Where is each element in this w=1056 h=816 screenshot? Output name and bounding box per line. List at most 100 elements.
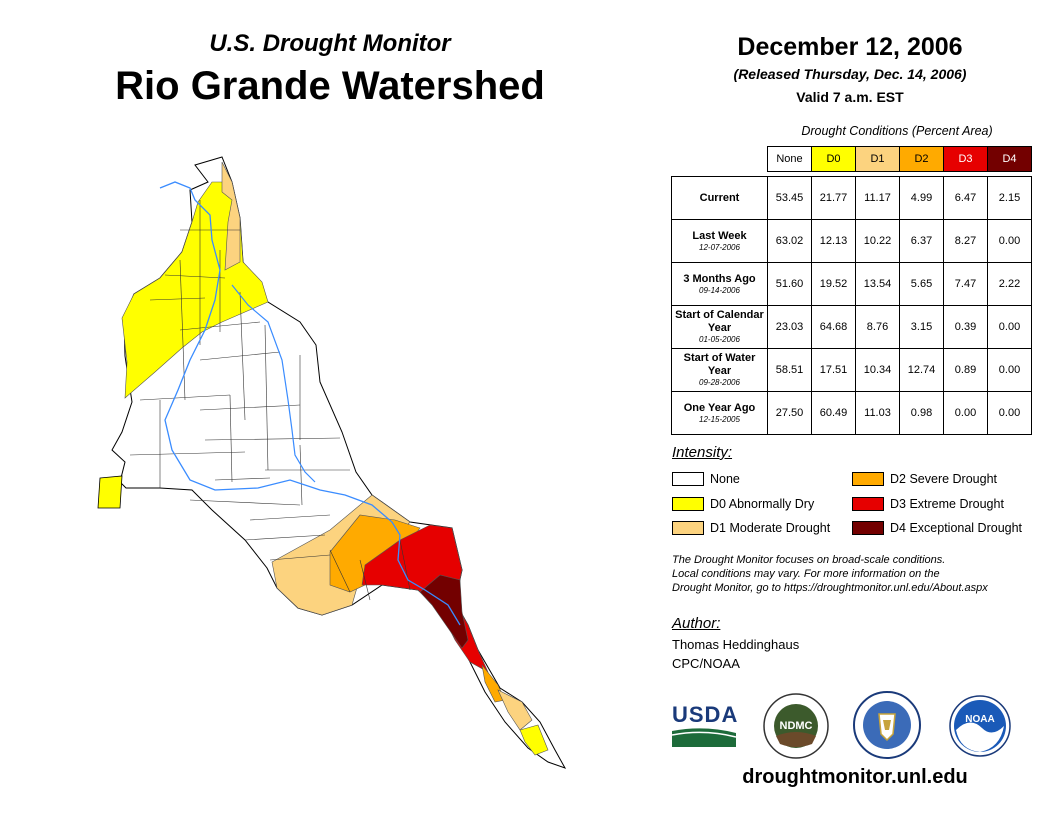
column-header-d0: D0 — [811, 146, 856, 172]
map-subtitle: U.S. Drought Monitor — [209, 30, 451, 57]
table-row: Last Week 12-07-2006 63.02 12.13 10.22 6.… — [671, 219, 1032, 263]
table-row: Current 53.45 21.77 11.17 4.99 6.47 2.15 — [671, 176, 1032, 220]
column-header-d4: D4 — [987, 146, 1032, 172]
table-cell: 2.22 — [987, 262, 1032, 306]
legend-item-d0: D0 Abnormally Dry — [672, 496, 814, 512]
region-d1-tail — [497, 689, 533, 731]
row-label: One Year Ago 12-15-2005 — [671, 391, 768, 435]
row-label-text: 3 Months Ago — [683, 272, 756, 285]
legend: None D0 Abnormally Dry D1 Moderate Droug… — [672, 471, 1042, 541]
footer-url[interactable]: droughtmonitor.unl.edu — [742, 766, 968, 788]
table-caption: Drought Conditions (Percent Area) — [801, 124, 993, 138]
author-title: Author: — [672, 615, 721, 632]
legend-item-d3: D3 Extreme Drought — [852, 496, 1004, 512]
table-cell: 10.22 — [855, 219, 900, 263]
usda-logo-text: USDA — [672, 702, 739, 727]
legend-item-d4: D4 Exceptional Drought — [852, 520, 1022, 536]
table-cell: 23.03 — [767, 305, 812, 349]
ndmc-logo-text: NDMC — [780, 720, 813, 732]
table-cell: 0.00 — [943, 391, 988, 435]
note-line: Local conditions may vary. For more info… — [672, 568, 940, 580]
column-header-none: None — [767, 146, 812, 172]
note-line: The Drought Monitor focuses on broad-sca… — [672, 554, 946, 566]
usda-logo-mark — [671, 728, 737, 747]
table-cell: 7.47 — [943, 262, 988, 306]
legend-swatch — [852, 497, 884, 511]
row-date: 12-07-2006 — [699, 242, 740, 252]
legend-swatch — [852, 472, 884, 486]
table-cell: 5.65 — [899, 262, 944, 306]
table-cell: 0.00 — [987, 219, 1032, 263]
region-d4 — [419, 574, 469, 649]
legend-label: D2 Severe Drought — [890, 472, 998, 486]
table-cell: 3.15 — [899, 305, 944, 349]
legend-swatch — [852, 521, 884, 535]
row-label-text: Last Week — [692, 229, 747, 242]
legend-item-d2: D2 Severe Drought — [852, 471, 997, 487]
legend-item-d1: D1 Moderate Drought — [672, 520, 830, 536]
table-cell: 0.00 — [987, 348, 1032, 392]
row-label-text: One Year Ago — [683, 401, 756, 414]
table-row: One Year Ago 12-15-2005 27.50 60.49 11.03… — [671, 391, 1032, 435]
noaa-logo: NOAA — [949, 695, 1011, 757]
row-date: 09-28-2006 — [699, 378, 740, 387]
table-cell: 0.00 — [987, 391, 1032, 435]
legend-label: D1 Moderate Drought — [710, 521, 831, 535]
drought-conditions-table: None D0 D1 D2 D3 D4 Current 53.45 21.77 … — [671, 146, 1032, 435]
ndmc-logo: NDMC — [763, 693, 829, 759]
note-line: Drought Monitor, go to https://droughtmo… — [672, 582, 988, 594]
region-d1-north — [221, 161, 241, 271]
table-cell: 21.77 — [811, 176, 856, 220]
row-date: 12-15-2005 — [699, 414, 740, 424]
table-cell: 10.34 — [855, 348, 900, 392]
table-cell: 0.00 — [987, 305, 1032, 349]
release-date: (Released Thursday, Dec. 14, 2006) — [733, 66, 967, 82]
tributary-river — [231, 284, 316, 483]
table-cell: 58.51 — [767, 348, 812, 392]
rio-grande-river — [159, 181, 461, 626]
header-blank-cell — [672, 147, 768, 172]
table-cell: 0.98 — [899, 391, 944, 435]
table-cell: 19.52 — [811, 262, 856, 306]
table-row: Start of Calendar Year 01-05-2006 23.03 6… — [671, 305, 1032, 349]
row-date: 09-14-2006 — [699, 285, 740, 295]
table-cell: 11.03 — [855, 391, 900, 435]
map-date: December 12, 2006 — [737, 33, 963, 61]
legend-label: D3 Extreme Drought — [890, 497, 1004, 511]
row-label: Start of Water Year 09-28-2006 — [671, 348, 768, 392]
table-cell: 12.13 — [811, 219, 856, 263]
table-header-row: None D0 D1 D2 D3 D4 — [672, 146, 1032, 172]
table-cell: 6.37 — [899, 219, 944, 263]
county-boundaries — [129, 200, 411, 601]
table-cell: 51.60 — [767, 262, 812, 306]
table-cell: 4.99 — [899, 176, 944, 220]
table-cell: 6.47 — [943, 176, 988, 220]
table-cell: 53.45 — [767, 176, 812, 220]
table-cell: 27.50 — [767, 391, 812, 435]
legend-swatch — [672, 472, 704, 486]
row-label: Start of Calendar Year 01-05-2006 — [671, 305, 768, 349]
noaa-logo-text: NOAA — [965, 714, 994, 725]
author-org: CPC/NOAA — [672, 656, 740, 671]
column-header-d3: D3 — [943, 146, 988, 172]
column-header-d2: D2 — [899, 146, 944, 172]
row-label-text: Start of Water Year — [683, 352, 756, 377]
table-cell: 60.49 — [811, 391, 856, 435]
table-cell: 13.54 — [855, 262, 900, 306]
legend-swatch — [672, 521, 704, 535]
row-label-text: Current — [699, 191, 740, 204]
table-row: 3 Months Ago 09-14-2006 51.60 19.52 13.54… — [671, 262, 1032, 306]
valid-time: Valid 7 a.m. EST — [796, 89, 904, 105]
table-cell: 0.39 — [943, 305, 988, 349]
table-cell: 2.15 — [987, 176, 1032, 220]
map-title: Rio Grande Watershed — [115, 64, 545, 108]
row-label: Current — [671, 176, 768, 220]
row-label: Last Week 12-07-2006 — [671, 219, 768, 263]
legend-title: Intensity: — [672, 444, 733, 461]
table-cell: 63.02 — [767, 219, 812, 263]
table-cell: 12.74 — [899, 348, 944, 392]
region-d0-tail — [519, 724, 549, 756]
table-cell: 8.27 — [943, 219, 988, 263]
legend-label: D4 Exceptional Drought — [890, 521, 1023, 535]
usda-logo: USDA — [671, 702, 739, 749]
